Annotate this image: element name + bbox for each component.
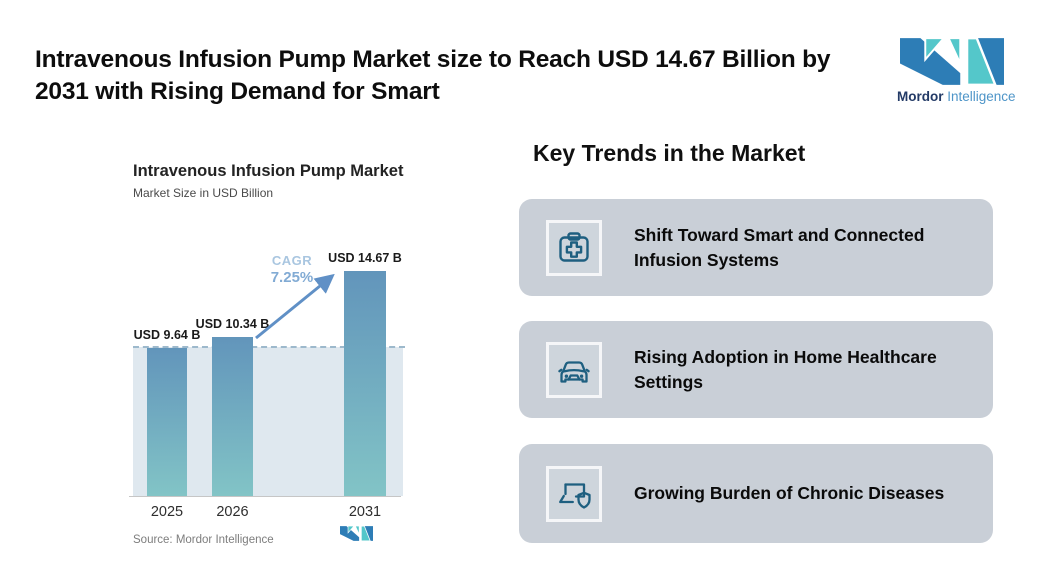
- icon-tile: [546, 465, 602, 522]
- trend-card-text: Shift Toward Smart and Connected Infusio…: [634, 224, 925, 270]
- brand-name-light: Intelligence: [947, 89, 1016, 104]
- mordor-intelligence-m-mark-icon: [900, 38, 1004, 85]
- trend-card-home-healthcare: Rising Adoption in Home Healthcare Setti…: [519, 321, 993, 418]
- page-title: Intravenous Infusion Pump Market size to…: [35, 44, 895, 108]
- x-axis-line: [129, 496, 401, 497]
- market-size-chart: Intravenous Infusion Pump Market Market …: [129, 160, 405, 560]
- page-title-line-1: Intravenous Infusion Pump Market size to…: [35, 46, 831, 73]
- trend-card-chronic-diseases: Growing Burden of Chronic Diseases: [519, 444, 993, 543]
- cagr-value: 7.25%: [270, 269, 314, 286]
- chart-subtitle: Market Size in USD Billion: [133, 186, 274, 200]
- icon-tile: [546, 341, 602, 398]
- mordor-intelligence-logo: Mordor Intelligence: [897, 38, 1021, 104]
- bar: [147, 348, 187, 496]
- car-icon: [558, 360, 590, 383]
- trend-card-smart-connected: Shift Toward Smart and Connected Infusio…: [519, 199, 993, 296]
- first-aid-kit-icon: [559, 231, 589, 262]
- bar: [212, 337, 253, 496]
- mordor-intelligence-mini-logo-icon: [340, 526, 373, 541]
- source-row: Source: Mordor Intelligence: [133, 530, 383, 548]
- reference-dashed-line: [133, 346, 405, 348]
- source-text: Source: Mordor Intelligence: [133, 534, 274, 546]
- key-trends-heading: Key Trends in the Market: [533, 140, 806, 166]
- cagr-annotation: CAGR 7.25%: [242, 253, 342, 286]
- chart-title: Intravenous Infusion Pump Market: [133, 162, 404, 180]
- x-axis-label: 2025: [150, 504, 184, 520]
- bar: [344, 271, 386, 496]
- chart-plot-area: USD 9.64 B 2025 USD 10.34 B 2026 USD 14.67 B…: [129, 160, 405, 520]
- bar-value-label: USD 14.67 B: [328, 251, 402, 265]
- bar-value-label: USD 9.64 B: [133, 328, 201, 342]
- x-axis-label: 2031: [348, 504, 382, 520]
- laptop-shield-icon: [559, 482, 591, 509]
- cagr-label: CAGR: [271, 253, 313, 268]
- brand-name-bold: Mordor: [897, 89, 944, 104]
- icon-tile: [546, 219, 602, 276]
- page-title-line-2: 2031 with Rising Demand for Smart: [35, 78, 440, 105]
- bar-group-2025: USD 9.64 B 2025: [134, 328, 201, 520]
- trend-card-text: Growing Burden of Chronic Diseases: [634, 483, 945, 503]
- growth-arrow-icon: [255, 273, 335, 340]
- brand-name: Mordor Intelligence: [897, 89, 1021, 104]
- trend-card-text: Rising Adoption in Home Healthcare Setti…: [634, 346, 937, 392]
- bar-group-2031: USD 14.67 B 2031: [328, 251, 402, 520]
- bar-value-label: USD 10.34 B: [195, 317, 270, 331]
- x-axis-label: 2026: [216, 504, 249, 520]
- bar-group-2026: USD 10.34 B 2026: [196, 317, 270, 520]
